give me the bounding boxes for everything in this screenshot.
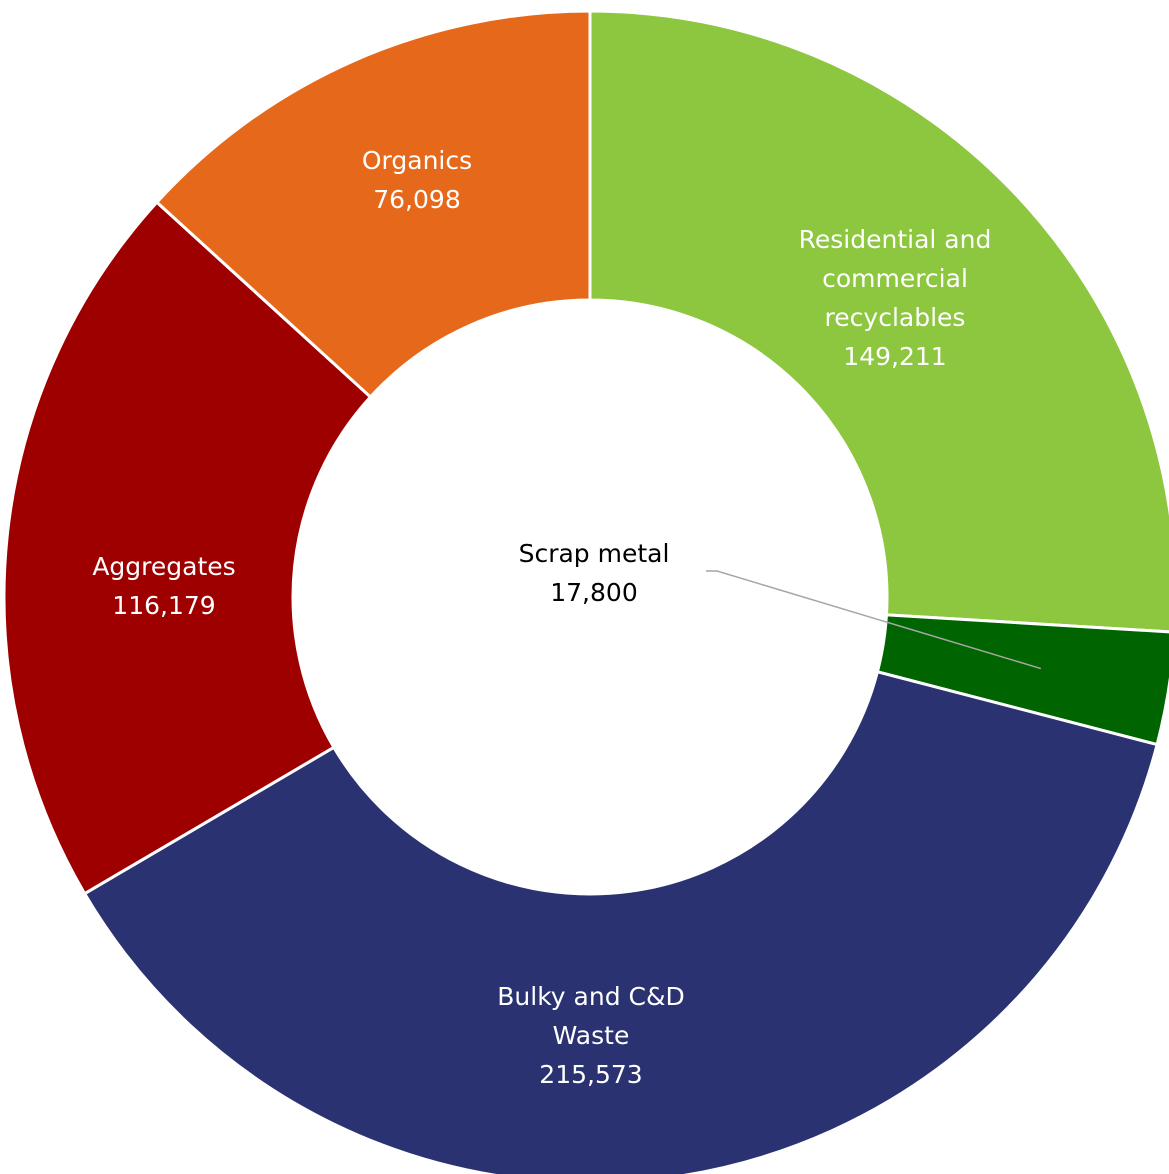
data-label: Aggregates 116,179	[92, 552, 235, 620]
leader-line	[706, 570, 1042, 670]
data-label: Organics 76,098	[362, 146, 472, 214]
pie-slice	[154, 9, 592, 400]
data-label: Bulky and C&D Waste 215,573	[497, 982, 684, 1089]
data-label: Residential and commercial recyclables 149,…	[799, 225, 992, 371]
slices	[2, 9, 1169, 1174]
data-label: Scrap metal 17,800	[519, 539, 670, 607]
pie-slice	[2, 200, 373, 896]
pie-slice	[588, 9, 1169, 634]
pie-slice	[82, 669, 1159, 1174]
